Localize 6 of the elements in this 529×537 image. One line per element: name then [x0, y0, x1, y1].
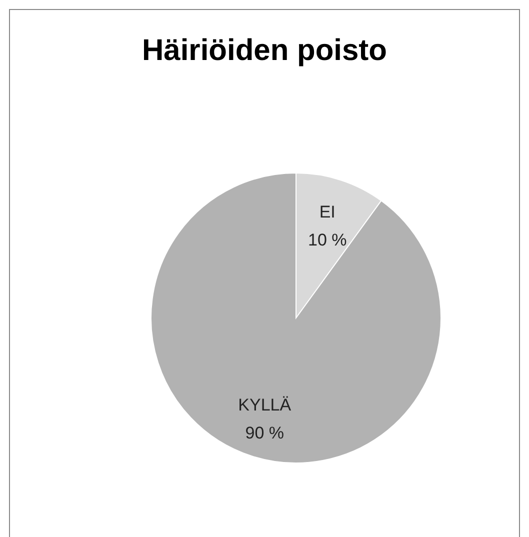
pie-slice	[150, 172, 442, 464]
chart-title: Häiriöiden poisto	[142, 34, 388, 67]
slice-label: EI	[319, 202, 336, 222]
slice-label: KYLLÄ	[238, 396, 292, 415]
data-label: 10 %	[308, 230, 347, 250]
data-label: 90 %	[245, 424, 284, 443]
